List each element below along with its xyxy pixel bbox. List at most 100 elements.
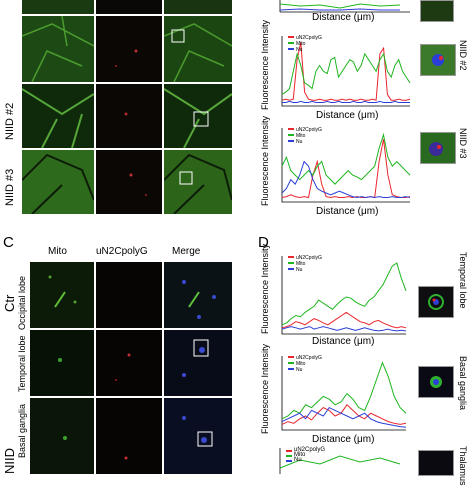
legend-swatch <box>288 128 294 130</box>
inset-label-thalamus: Thalamus <box>458 446 468 486</box>
legend-label: Mito <box>296 41 306 47</box>
series-line-un2cpolyg <box>281 404 407 425</box>
row-label-niid2: NIID #2 <box>4 102 16 140</box>
column-header-mito: Mito <box>48 246 67 257</box>
y-axis-label: Fluorescence Intensity <box>260 243 270 334</box>
panel-label-d: D <box>258 234 269 251</box>
legend-label: Nu <box>296 267 303 273</box>
micrograph-mito-basal <box>30 398 94 474</box>
y-axis-label: Fluorescence Intensity <box>260 115 270 206</box>
micrograph-merge-basal <box>164 398 232 474</box>
x-axis-label: Distance (μm) <box>312 336 375 347</box>
legend-swatch <box>288 356 294 358</box>
x-axis-label: Distance (μm) <box>312 12 375 23</box>
micrograph-merge-niid1 <box>164 16 232 82</box>
line-plot-top-partial: Distance (μm) <box>260 0 410 28</box>
group-label-niid: NIID <box>2 448 17 474</box>
micrograph-polyg-ctr <box>96 262 162 328</box>
plot-axes <box>281 256 406 335</box>
legend-label: Nu <box>294 457 302 463</box>
region-label-basal: Basal ganglia <box>17 403 27 458</box>
legend-label: uN2CpolyG <box>296 127 322 133</box>
line-plot-thalamus-partial: uN2CpolyG Mito Nu <box>260 446 410 474</box>
line-plot-temporal: uN2CpolyG Mito Nu Fluorescence Intensity D… <box>260 244 410 350</box>
y-axis-label: Fluorescence Intensity <box>260 343 270 434</box>
series-line-mito <box>281 51 411 95</box>
micrograph-merge-ctr <box>164 262 232 328</box>
inset-label-niid2: NIID #2 <box>458 40 468 71</box>
legend-label: Mito <box>296 361 306 367</box>
series-line-nu <box>282 100 410 103</box>
line-plot-basal: uN2CpolyG Mito Nu Fluorescence Intensity D… <box>260 344 410 446</box>
inset-image-niid3 <box>420 132 456 164</box>
legend-label: uN2CpolyG <box>296 355 322 361</box>
micrograph-merge-niid2 <box>164 84 232 148</box>
micrograph-mito-ctr <box>30 262 94 328</box>
series-line-un2cpolyg <box>281 139 411 199</box>
plot-axes <box>281 128 410 203</box>
legend-label: Nu <box>296 367 303 373</box>
legend-swatch <box>288 140 294 142</box>
micrograph-mito-niid3 <box>22 150 94 214</box>
micrograph-polyg-niid3 <box>96 150 162 214</box>
micrograph-polyg-basal <box>96 398 162 474</box>
legend-swatch <box>288 36 294 38</box>
micrograph-mito-temporal <box>30 330 94 396</box>
series-line-nu <box>281 406 407 428</box>
legend-label: Nu <box>296 139 303 145</box>
x-axis-label: Distance (μm) <box>316 206 379 217</box>
legend-swatch <box>288 48 294 50</box>
legend-swatch <box>288 42 294 44</box>
micrograph-mito-niid2 <box>22 84 94 148</box>
column-header-merge: Merge <box>172 246 201 257</box>
legend-label: Nu <box>296 47 303 53</box>
inset-image-temporal <box>418 286 454 318</box>
micrograph-merge-niid3 <box>164 150 232 214</box>
inset-label-basal: Basal ganglia <box>458 356 468 411</box>
x-axis-label: Distance (μm) <box>312 434 375 445</box>
legend-label: uN2CpolyG <box>294 447 326 453</box>
legend-swatch <box>288 268 294 270</box>
column-header-polyg: uN2CpolyG <box>96 246 148 257</box>
inset-label-niid3: NIID #3 <box>458 128 468 159</box>
legend-label: Mito <box>296 261 306 267</box>
legend-label: uN2CpolyG <box>296 35 322 41</box>
row-label-niid3: NIID #3 <box>4 168 16 206</box>
inset-image-thalamus <box>418 450 454 476</box>
micrograph-tile <box>22 0 94 14</box>
y-axis-label: Fluorescence Intensity <box>260 19 270 110</box>
micrograph-tile <box>96 0 162 14</box>
x-axis-label: Distance (μm) <box>316 110 379 121</box>
region-label-temporal: Temporal lobe <box>17 335 27 392</box>
panel-label-c: C <box>3 234 14 251</box>
legend-swatch <box>288 256 294 258</box>
inset-label-temporal: Temporal lobe <box>458 252 468 309</box>
legend-swatch <box>288 262 294 264</box>
plot-axes <box>281 36 410 107</box>
inset-image <box>420 0 454 22</box>
line-plot-niid3: uN2CpolyG Mito Nu Fluorescence Intensity D… <box>260 116 414 218</box>
legend-swatch <box>288 362 294 364</box>
micrograph-mito-niid1 <box>22 16 94 82</box>
region-label-occipital: Occipital lobe <box>17 275 27 330</box>
legend-label: Mito <box>294 452 306 458</box>
micrograph-polyg-niid2 <box>96 84 162 148</box>
series-line-mito <box>281 361 407 420</box>
inset-image-basal <box>418 366 454 398</box>
micrograph-polyg-temporal <box>96 330 162 396</box>
inset-image-niid2 <box>420 44 456 76</box>
micrograph-tile <box>164 0 232 14</box>
legend-swatch <box>288 134 294 136</box>
legend-label: uN2CpolyG <box>296 255 322 261</box>
series-line-mito <box>281 262 407 326</box>
plot-axes <box>281 356 406 431</box>
line-plot-niid2: uN2CpolyG Mito Nu Fluorescence Intensity D… <box>260 20 414 122</box>
micrograph-polyg-niid1 <box>96 16 162 82</box>
series-line-nu <box>281 160 411 199</box>
legend-label: Mito <box>296 133 306 139</box>
series-line-nu <box>281 326 407 332</box>
series-line-un2cpolyg <box>281 311 407 329</box>
micrograph-merge-temporal <box>164 330 232 396</box>
series-line-mito <box>281 132 411 185</box>
group-label-ctr: Ctr <box>2 294 17 312</box>
